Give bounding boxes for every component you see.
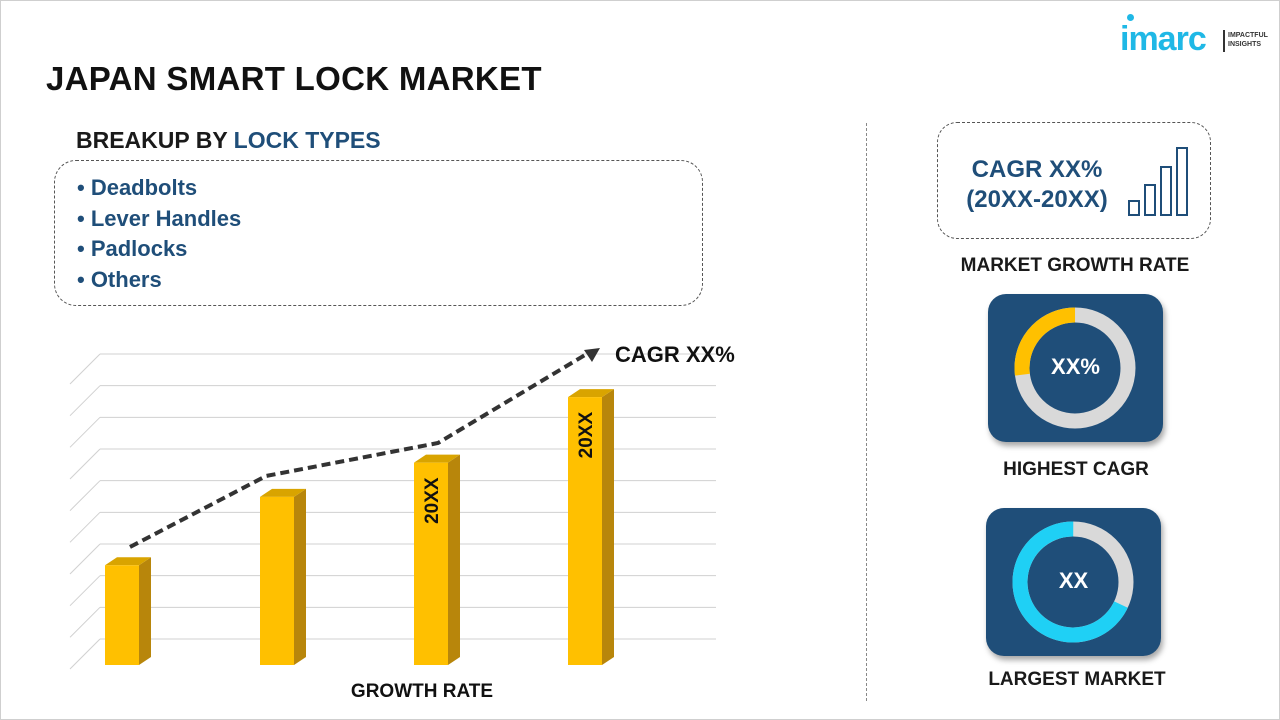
grid-line-diag (69, 606, 101, 638)
market-growth-box: CAGR XX% (20XX-20XX) (937, 122, 1211, 239)
logo-word: imarc (1120, 20, 1207, 58)
bar-top (568, 389, 614, 398)
logo-dot (1127, 14, 1134, 21)
trend-line (129, 350, 592, 549)
highest-cagr-value: XX% (1051, 354, 1100, 379)
logo-tagline: IMPACTFUL INSIGHTS (1228, 32, 1268, 48)
grid-line-diag (69, 480, 101, 512)
bar-label: 20XX (576, 412, 597, 459)
grid-line-diag (69, 448, 101, 480)
breakup-heading: BREAKUP BY LOCK TYPES (76, 127, 381, 154)
breakup-highlight: LOCK TYPES (233, 127, 381, 153)
market-growth-label: MARKET GROWTH RATE (960, 255, 1190, 276)
bar-top (260, 488, 306, 497)
grid-line-diag (69, 416, 101, 448)
list-item: • Deadbolts (77, 175, 198, 200)
list-item: • Padlocks (77, 236, 188, 261)
grid-line-diag (69, 638, 101, 670)
bar (414, 462, 448, 665)
bar-chart-icon (1128, 147, 1188, 216)
imarc-logo: imarc IMPACTFUL INSIGHTS (1120, 12, 1280, 58)
list-item: • Others (77, 266, 162, 292)
page-title: JAPAN SMART LOCK MARKET (46, 60, 542, 97)
bar (105, 565, 139, 665)
highest-cagr-label: HIGHEST CAGR (1003, 459, 1149, 480)
largest-market-label: LARGEST MARKET (988, 669, 1166, 690)
bar (260, 496, 294, 665)
largest-market-value: XX (1058, 568, 1089, 593)
largest-market-card: XX (986, 508, 1161, 656)
x-axis-label: GROWTH RATE (350, 681, 494, 702)
highest-cagr-ring (1014, 307, 1136, 429)
bar-label: 20XX (422, 477, 443, 524)
trend-label: CAGR XX% (615, 342, 735, 367)
market-growth-line1: CAGR XX% (971, 156, 1103, 183)
grid-line-diag (69, 353, 101, 385)
grid-line-diag (69, 385, 101, 417)
bar-side (294, 488, 306, 665)
trend-arrow-icon (584, 348, 600, 362)
bar-top (105, 557, 151, 566)
market-growth-line2: (20XX-20XX) (966, 186, 1108, 213)
grid-line-diag (69, 575, 101, 607)
breakup-prefix: BREAKUP BY (76, 127, 228, 153)
divider (866, 123, 867, 701)
logo-separator (1223, 30, 1225, 52)
bar-side (139, 557, 151, 665)
market-growth-text: CAGR XX% (20XX-20XX) (952, 155, 1122, 215)
lock-types-list: • Deadbolts • Lever Handles • Padlocks •… (54, 160, 703, 306)
bar-side (602, 389, 614, 665)
bar-side (448, 454, 460, 665)
list-item: • Lever Handles (77, 205, 242, 231)
highest-cagr-card: XX% (988, 294, 1163, 442)
grid-line-diag (69, 543, 101, 575)
bar (568, 397, 602, 665)
grid-line-diag (69, 511, 101, 543)
bar-top (414, 454, 460, 463)
growth-chart: 20XX 20XX (69, 348, 716, 670)
largest-market-ring (1012, 521, 1134, 643)
